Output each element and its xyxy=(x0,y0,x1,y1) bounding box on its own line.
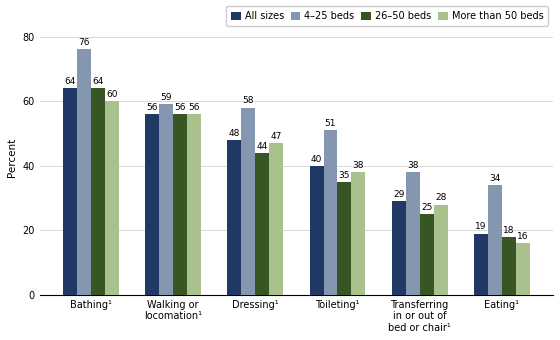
Text: 16: 16 xyxy=(517,232,529,241)
Y-axis label: Percent: Percent xyxy=(7,138,17,177)
Bar xyxy=(187,114,201,295)
Bar xyxy=(159,104,173,295)
Bar xyxy=(488,185,502,295)
Text: 56: 56 xyxy=(174,103,186,112)
Text: 56: 56 xyxy=(188,103,200,112)
Legend: All sizes, 4–25 beds, 26–50 beds, More than 50 beds: All sizes, 4–25 beds, 26–50 beds, More t… xyxy=(226,6,548,26)
Text: 35: 35 xyxy=(339,171,350,180)
Bar xyxy=(91,88,105,295)
Bar xyxy=(419,214,433,295)
Text: 38: 38 xyxy=(407,161,418,170)
Bar xyxy=(105,101,119,295)
Text: 34: 34 xyxy=(489,174,501,183)
Bar xyxy=(338,182,352,295)
Bar xyxy=(145,114,159,295)
Text: 25: 25 xyxy=(421,203,432,212)
Bar xyxy=(433,205,447,295)
Text: 19: 19 xyxy=(475,222,487,231)
Text: 47: 47 xyxy=(270,132,282,141)
Text: 48: 48 xyxy=(228,129,240,138)
Text: 44: 44 xyxy=(256,141,268,151)
Text: 38: 38 xyxy=(353,161,364,170)
Bar xyxy=(173,114,187,295)
Text: 40: 40 xyxy=(311,154,322,164)
Text: 29: 29 xyxy=(393,190,404,199)
Text: 60: 60 xyxy=(106,90,118,99)
Bar xyxy=(324,130,338,295)
Bar xyxy=(255,153,269,295)
Text: 18: 18 xyxy=(503,225,515,235)
Bar xyxy=(516,243,530,295)
Text: 64: 64 xyxy=(92,77,104,86)
Bar xyxy=(63,88,77,295)
Bar xyxy=(352,172,366,295)
Bar xyxy=(310,166,324,295)
Bar xyxy=(77,50,91,295)
Bar xyxy=(405,172,419,295)
Text: 28: 28 xyxy=(435,193,446,202)
Bar xyxy=(241,108,255,295)
Bar xyxy=(502,237,516,295)
Text: 56: 56 xyxy=(147,103,158,112)
Bar xyxy=(391,201,405,295)
Text: 59: 59 xyxy=(160,93,172,102)
Bar xyxy=(474,234,488,295)
Text: 58: 58 xyxy=(242,96,254,105)
Bar xyxy=(227,140,241,295)
Text: 64: 64 xyxy=(64,77,76,86)
Text: 76: 76 xyxy=(78,38,90,47)
Bar xyxy=(269,143,283,295)
Text: 51: 51 xyxy=(325,119,336,128)
